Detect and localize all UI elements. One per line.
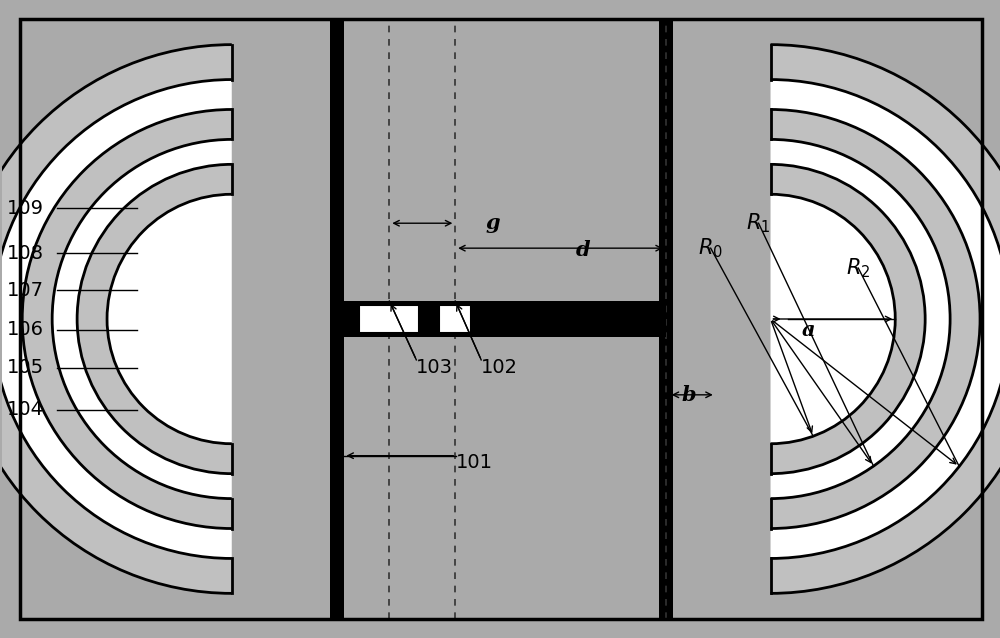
Text: g: g [486,213,500,234]
Text: 107: 107 [7,281,44,300]
Bar [337,301,666,337]
Wedge shape [107,195,232,443]
Text: 102: 102 [481,359,518,378]
Wedge shape [22,110,232,528]
Bar [439,305,471,333]
Text: 105: 105 [7,359,44,378]
Text: w: w [612,320,630,340]
Text: 103: 103 [416,359,453,378]
Text: 108: 108 [7,244,44,263]
Text: 104: 104 [7,400,44,419]
Wedge shape [0,45,232,593]
Wedge shape [0,80,232,558]
Wedge shape [771,195,895,443]
Text: $R_1$: $R_1$ [746,211,771,235]
Bar [359,305,419,333]
Text: d: d [576,240,590,260]
Bar [330,19,344,619]
Text: $R_2$: $R_2$ [846,256,871,280]
Bar [344,19,659,619]
Text: $R_0$: $R_0$ [698,236,723,260]
Bar [659,19,673,619]
Wedge shape [771,110,980,528]
Text: 106: 106 [7,320,44,339]
Wedge shape [52,140,232,498]
Wedge shape [771,165,925,473]
Wedge shape [771,80,1000,558]
Wedge shape [77,165,232,473]
Text: a: a [802,320,815,340]
Wedge shape [771,140,950,498]
Text: b: b [681,385,696,405]
Text: 109: 109 [7,199,44,218]
Text: 101: 101 [456,453,493,472]
Wedge shape [771,45,1000,593]
